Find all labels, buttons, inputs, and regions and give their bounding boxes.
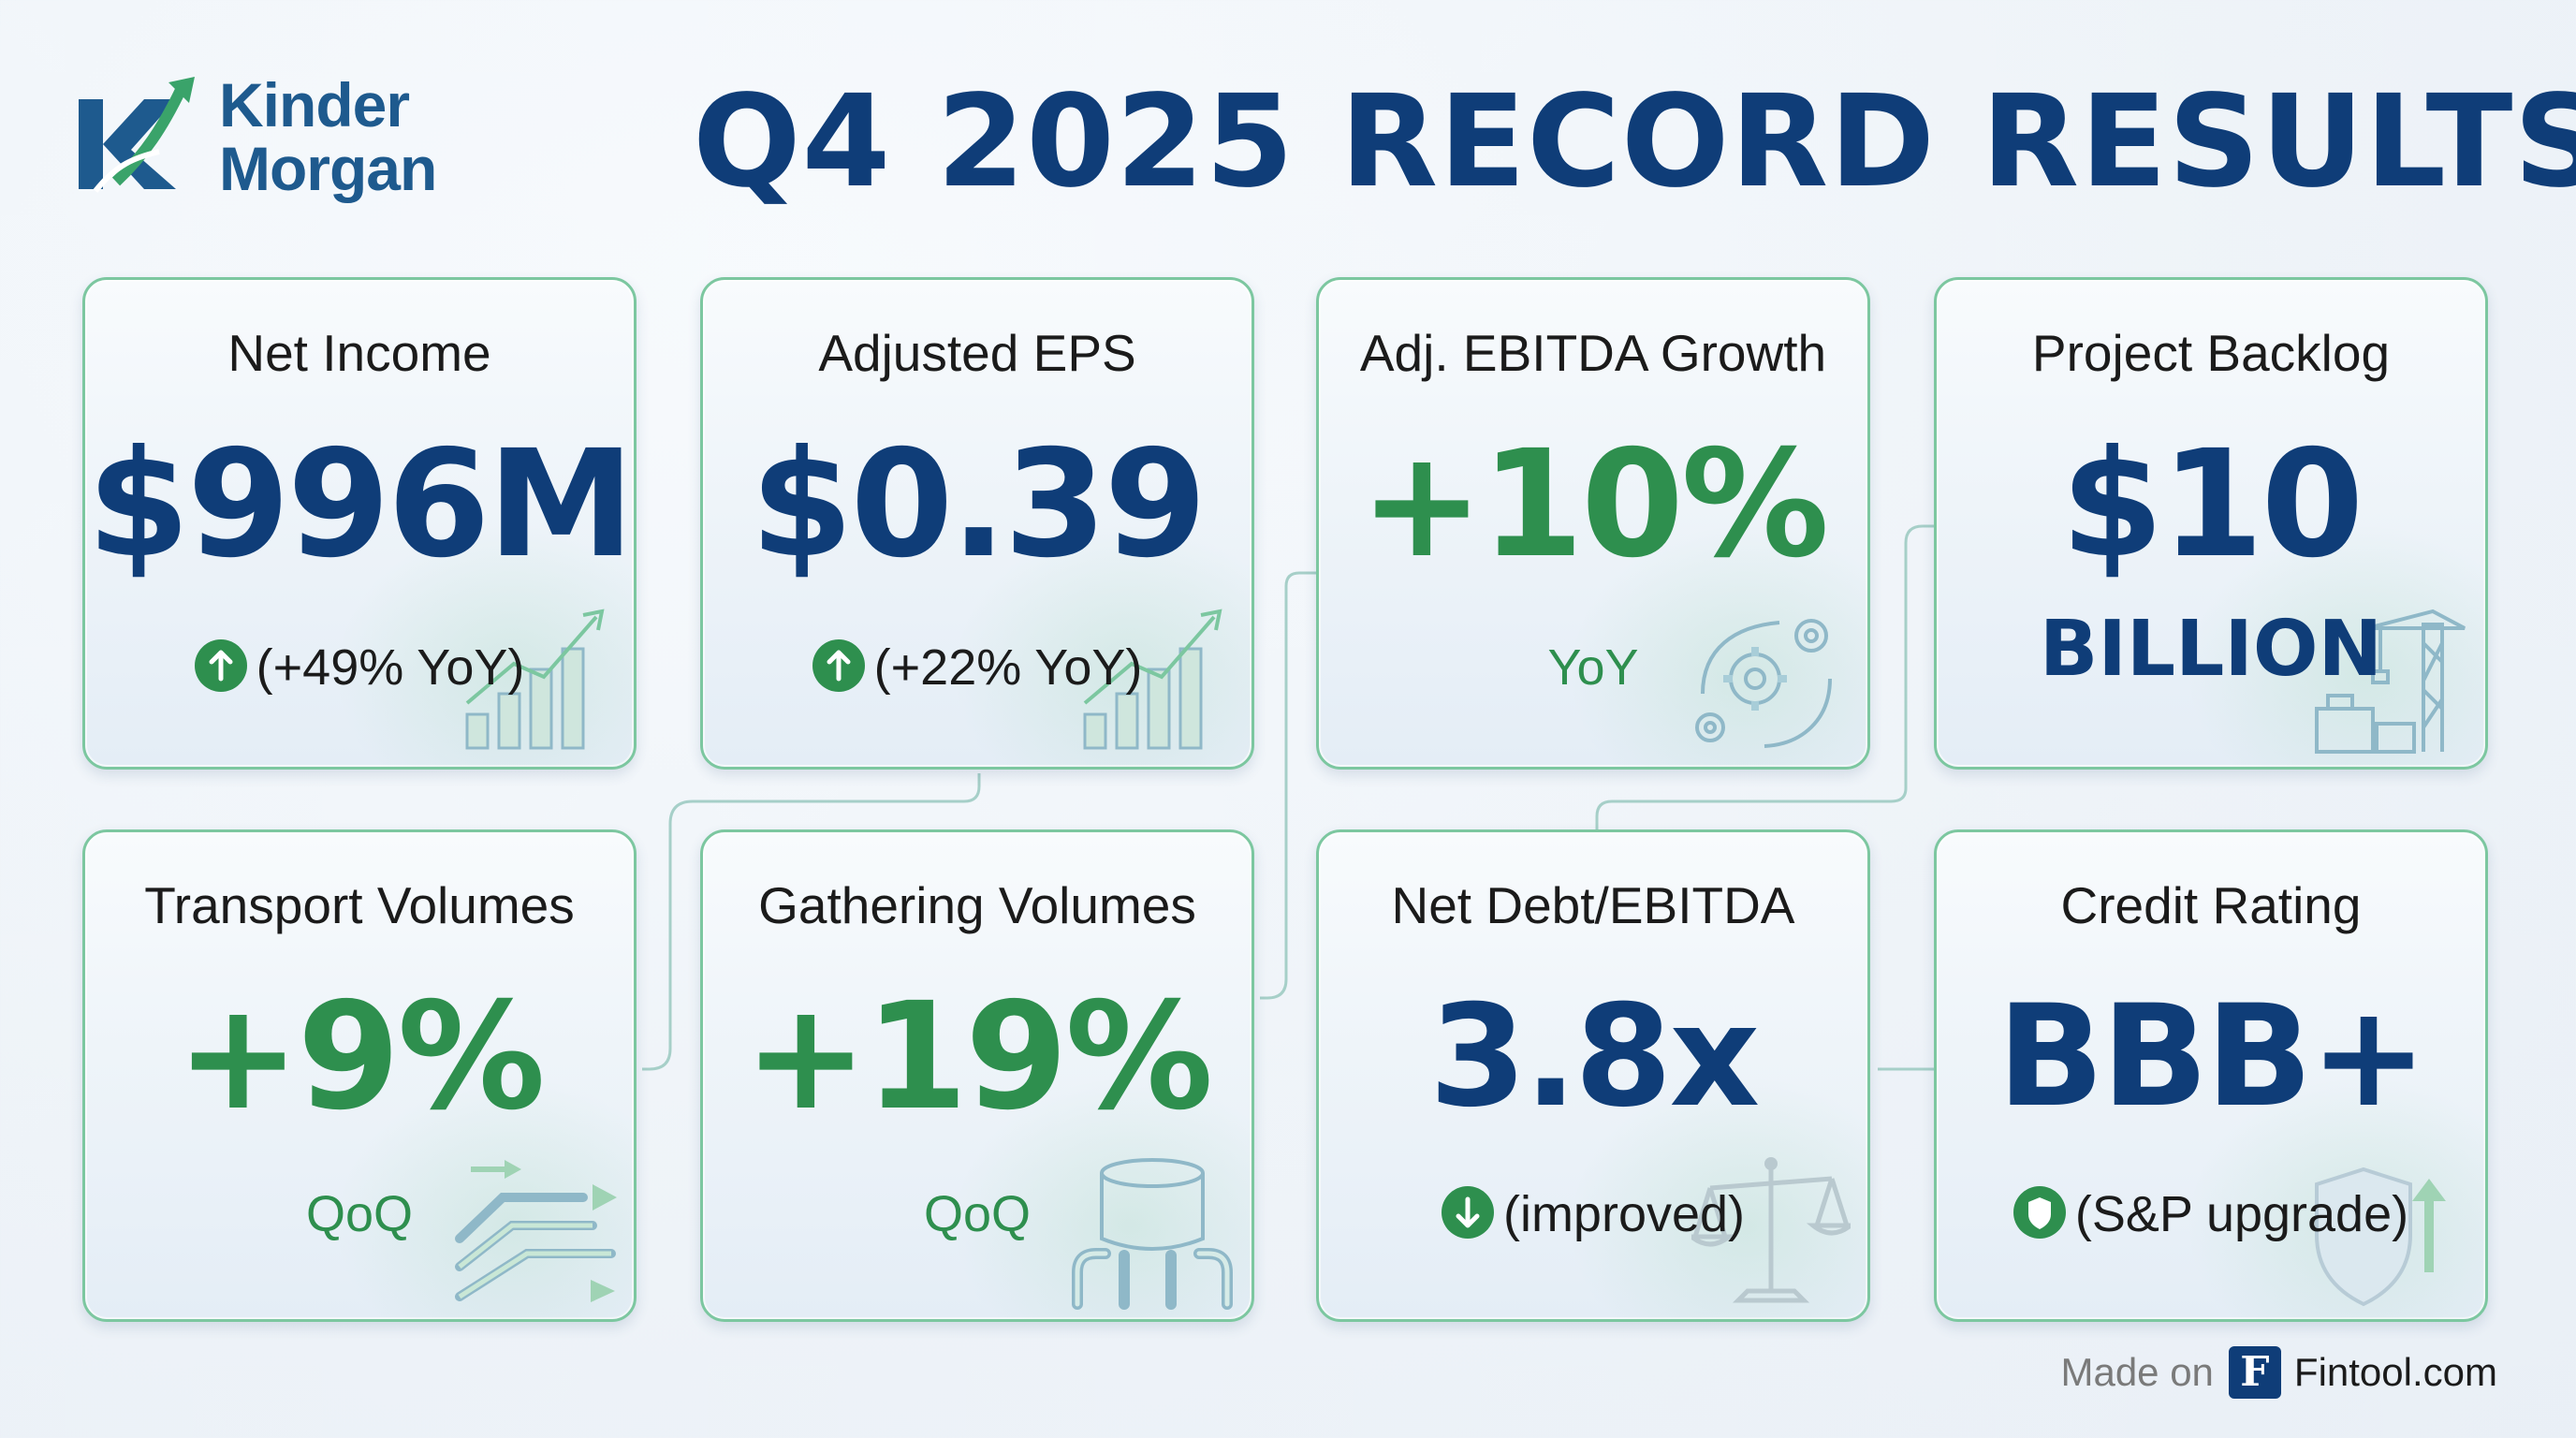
pipeline-arrows-icon <box>455 1160 617 1302</box>
change-text: (+22% YoY) <box>873 639 1143 696</box>
card-value: +9% <box>176 971 546 1143</box>
footer-credit[interactable]: Made on F Fintool.com <box>2060 1343 2497 1402</box>
card-label: Transport Volumes <box>144 876 575 934</box>
company-logo: Kinder Morgan <box>79 64 528 213</box>
card-change: (+22% YoY) <box>703 638 1251 697</box>
balance-scale-icon <box>1691 1157 1851 1303</box>
arrow-up-icon <box>194 638 247 692</box>
card-value: $0.39 <box>750 418 1208 591</box>
adj-ebitda-growth-card: Adj. EBITDA Growth +10% YoY <box>1316 277 1870 770</box>
change-text: (S&P upgrade) <box>2074 1186 2409 1242</box>
made-on-text: Made on <box>2060 1350 2214 1394</box>
project-backlog-card: Project Backlog $10 BILLION <box>1934 277 2488 770</box>
km-arrow-logo-icon <box>79 77 195 193</box>
card-value: $996M <box>87 418 634 591</box>
card-period: YoY <box>1547 639 1639 696</box>
fintool-link[interactable]: Fintool.com <box>2293 1350 2497 1394</box>
card-label: Net Income <box>227 324 491 382</box>
shield-check-icon <box>2012 1185 2066 1239</box>
brand-name: Kinder Morgan <box>219 70 437 203</box>
card-value: +10% <box>1359 418 1830 591</box>
card-label: Net Debt/EBITDA <box>1391 876 1795 934</box>
card-value: $10 <box>2060 418 2364 591</box>
card-period: QoQ <box>305 1186 414 1242</box>
card-label: Adj. EBITDA Growth <box>1359 324 1827 382</box>
arrow-down-icon <box>1441 1185 1494 1239</box>
card-period: QoQ <box>923 1186 1032 1242</box>
fintool-logo-icon: F <box>2228 1346 2281 1399</box>
card-label: Gathering Volumes <box>758 876 1196 934</box>
bar-chart-icon <box>1083 609 1222 750</box>
brand-name-line1: Kinder <box>219 70 410 139</box>
gears-icon <box>1695 619 1832 748</box>
card-unit: BILLION <box>2039 605 2383 694</box>
page-title: Q4 2025 RECORD RESULTS <box>693 68 2576 216</box>
card-change: (improved) <box>1319 1184 1867 1244</box>
card-change: (S&P upgrade) <box>1937 1184 2485 1244</box>
storage-tank-icon <box>1072 1158 1233 1310</box>
credit-rating-card: Credit Rating BBB+ (S&P upgrade) <box>1934 829 2488 1322</box>
card-value: +19% <box>743 971 1214 1143</box>
net-debt-ebitda-card: Net Debt/EBITDA 3.8x (improved) <box>1316 829 1870 1322</box>
transport-volumes-card: Transport Volumes +9% QoQ <box>82 829 637 1322</box>
construction-crane-icon <box>2315 609 2466 754</box>
card-value: BBB+ <box>1997 976 2428 1138</box>
change-text: (+49% YoY) <box>256 639 525 696</box>
adjusted-eps-card: Adjusted EPS $0.39 (+22% YoY) <box>700 277 1254 770</box>
gathering-volumes-card: Gathering Volumes +19% QoQ <box>700 829 1254 1322</box>
net-income-card: Net Income $996M (+49% YoY) <box>82 277 637 770</box>
card-label: Project Backlog <box>2031 324 2391 382</box>
card-label: Adjusted EPS <box>818 324 1136 382</box>
card-label: Credit Rating <box>2060 876 2362 934</box>
arrow-up-icon <box>812 638 865 692</box>
brand-name-line2: Morgan <box>219 134 437 203</box>
bar-chart-icon <box>465 609 605 750</box>
change-text: (improved) <box>1502 1186 1746 1242</box>
card-change: (+49% YoY) <box>85 638 634 697</box>
card-value: 3.8x <box>1428 976 1760 1138</box>
shield-icon <box>2315 1167 2446 1307</box>
